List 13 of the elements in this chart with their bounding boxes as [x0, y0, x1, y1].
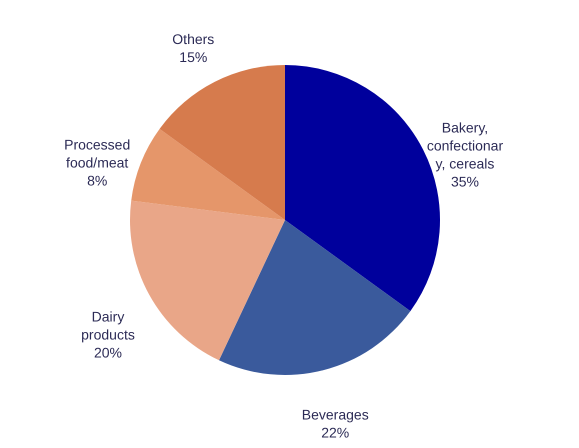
data-label: 8%: [87, 172, 108, 189]
slice-label: Others: [172, 31, 214, 48]
pie-slice: [131, 128, 285, 220]
slice-label: Bakery, confectionary, cereals: [426, 119, 504, 172]
pie-slice: [219, 220, 410, 375]
data-label: 15%: [179, 49, 208, 66]
slice-label: Beverages: [302, 406, 369, 423]
data-label: 20%: [94, 344, 122, 360]
slice-label: Dairy products: [81, 308, 135, 342]
slice-label: Processed food/meat: [64, 136, 130, 171]
data-label: 22%: [321, 424, 350, 441]
data-label: 35%: [450, 173, 479, 190]
pie-slice: [160, 65, 285, 220]
